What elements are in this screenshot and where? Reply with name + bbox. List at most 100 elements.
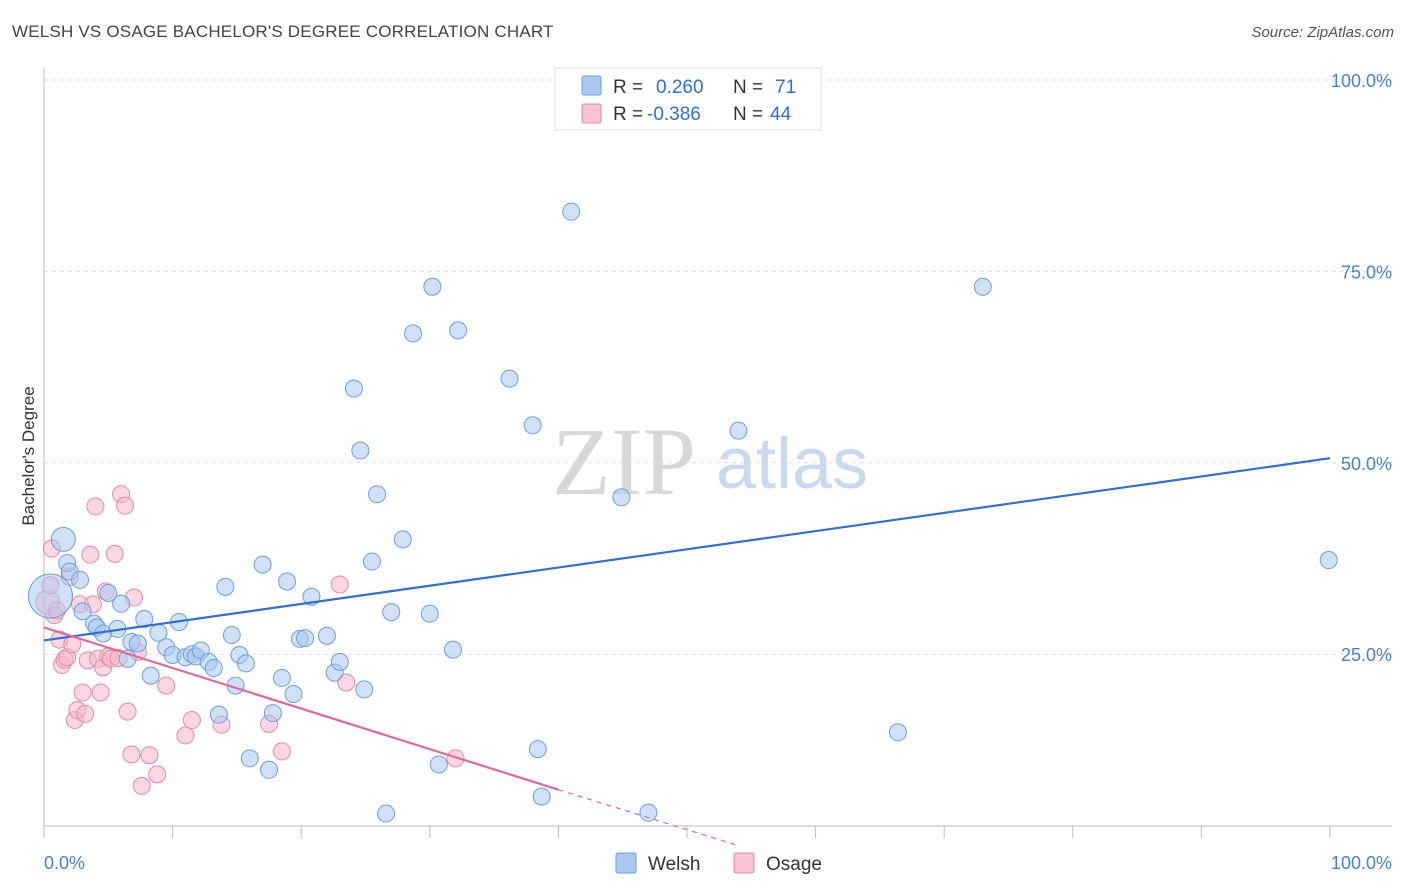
welsh-point [260, 760, 279, 779]
x-tick-label-max: 100.0% [1331, 853, 1392, 873]
osage-point [272, 742, 291, 761]
osage-point [73, 683, 92, 702]
osage-point [86, 497, 105, 516]
osage-point [122, 745, 141, 764]
chart-title: WELSH VS OSAGE BACHELOR'S DEGREE CORRELA… [12, 22, 554, 41]
legend-osage-n-label: N = [733, 104, 763, 125]
y-axis-title: Bachelor's Degree [19, 386, 38, 525]
welsh-point [263, 704, 282, 723]
legend-bottom: Welsh Osage [615, 852, 822, 875]
welsh-point [27, 573, 73, 619]
welsh-point [351, 441, 370, 460]
osage-point [176, 726, 195, 745]
osage-point [157, 676, 176, 695]
welsh-point [362, 552, 381, 571]
welsh-point [253, 555, 272, 574]
welsh-point [429, 755, 448, 774]
welsh-point [532, 787, 551, 806]
welsh-point [141, 666, 160, 685]
welsh-point [355, 680, 374, 699]
y-tick-labels: 25.0% 50.0% 75.0% 100.0% [1331, 71, 1392, 665]
welsh-point [99, 583, 118, 602]
welsh-point [404, 324, 423, 343]
welsh-point [50, 526, 76, 552]
welsh-trend-line [43, 457, 1331, 642]
welsh-point [112, 594, 131, 613]
grid-lines [44, 79, 1392, 655]
osage-point [337, 673, 356, 692]
x-tick-label-min: 0.0% [44, 853, 85, 873]
osage-point [91, 683, 110, 702]
welsh-point [204, 658, 223, 677]
legend-bottom-welsh-swatch [615, 852, 637, 874]
osage-point [81, 545, 100, 564]
welsh-point [368, 485, 387, 504]
legend-bottom-welsh-label: Welsh [648, 854, 700, 875]
osage-point [140, 746, 159, 765]
osage-point [182, 711, 201, 730]
osage-point [118, 702, 137, 721]
y-tick-label-100: 100.0% [1331, 71, 1392, 91]
legend-top: R = 0.260 N = 71 R = -0.386 N = 44 [554, 67, 822, 131]
welsh-point [423, 277, 442, 296]
osage-trend-line [43, 626, 559, 791]
welsh-point [420, 604, 439, 623]
osage-point [132, 776, 151, 795]
welsh-point [639, 803, 658, 822]
welsh-point [1319, 551, 1338, 570]
welsh-point [278, 572, 297, 591]
welsh-point [330, 652, 349, 671]
welsh-point [128, 634, 147, 653]
welsh-point [500, 369, 519, 388]
y-tick-label-50: 50.0% [1341, 454, 1392, 474]
welsh-point [888, 723, 907, 742]
welsh-point [222, 626, 241, 645]
trend-lines [43, 457, 1331, 847]
legend-bottom-osage-label: Osage [766, 854, 822, 875]
legend-welsh-r-value: 0.260 [656, 77, 704, 98]
welsh-point [612, 488, 631, 507]
osage-point [76, 704, 95, 723]
osage-point [330, 575, 349, 594]
legend-welsh-n-value: 71 [775, 77, 796, 98]
welsh-point [973, 277, 992, 296]
welsh-point [209, 705, 228, 724]
welsh-point [449, 321, 468, 340]
osage-point [148, 765, 167, 784]
welsh-point [71, 570, 90, 589]
welsh-point [528, 740, 547, 759]
legend-welsh-n-label: N = [733, 77, 763, 98]
welsh-point [523, 416, 542, 435]
osage-trend-extension [558, 789, 739, 847]
welsh-point [382, 603, 401, 622]
legend-osage-r-value: -0.386 [647, 104, 701, 125]
osage-point [116, 496, 135, 515]
welsh-point [73, 602, 92, 621]
legend-osage-swatch [581, 103, 602, 124]
welsh-point [284, 685, 303, 704]
welsh-point [240, 749, 259, 768]
chart-source: Source: ZipAtlas.com [1251, 24, 1394, 41]
welsh-point [236, 654, 255, 673]
legend-welsh-r-label: R = [613, 77, 643, 98]
welsh-point [272, 668, 291, 687]
y-tick-label-25: 25.0% [1341, 645, 1392, 665]
welsh-point [729, 421, 748, 440]
y-tick-label-75: 75.0% [1341, 262, 1392, 282]
legend-welsh-swatch [581, 75, 602, 96]
welsh-point [377, 804, 396, 823]
welsh-point [317, 626, 336, 645]
axes [43, 68, 1392, 827]
legend-osage-r-label: R = [613, 104, 643, 125]
osage-point [105, 544, 124, 563]
x-ticks [43, 826, 1331, 838]
welsh-point [344, 379, 363, 398]
legend-osage-n-value: 44 [770, 104, 792, 125]
legend-bottom-osage-swatch [733, 852, 755, 874]
welsh-point [562, 202, 581, 221]
welsh-point [135, 609, 154, 628]
welsh-point [443, 640, 462, 659]
welsh-point [216, 577, 235, 596]
welsh-point [393, 530, 412, 549]
